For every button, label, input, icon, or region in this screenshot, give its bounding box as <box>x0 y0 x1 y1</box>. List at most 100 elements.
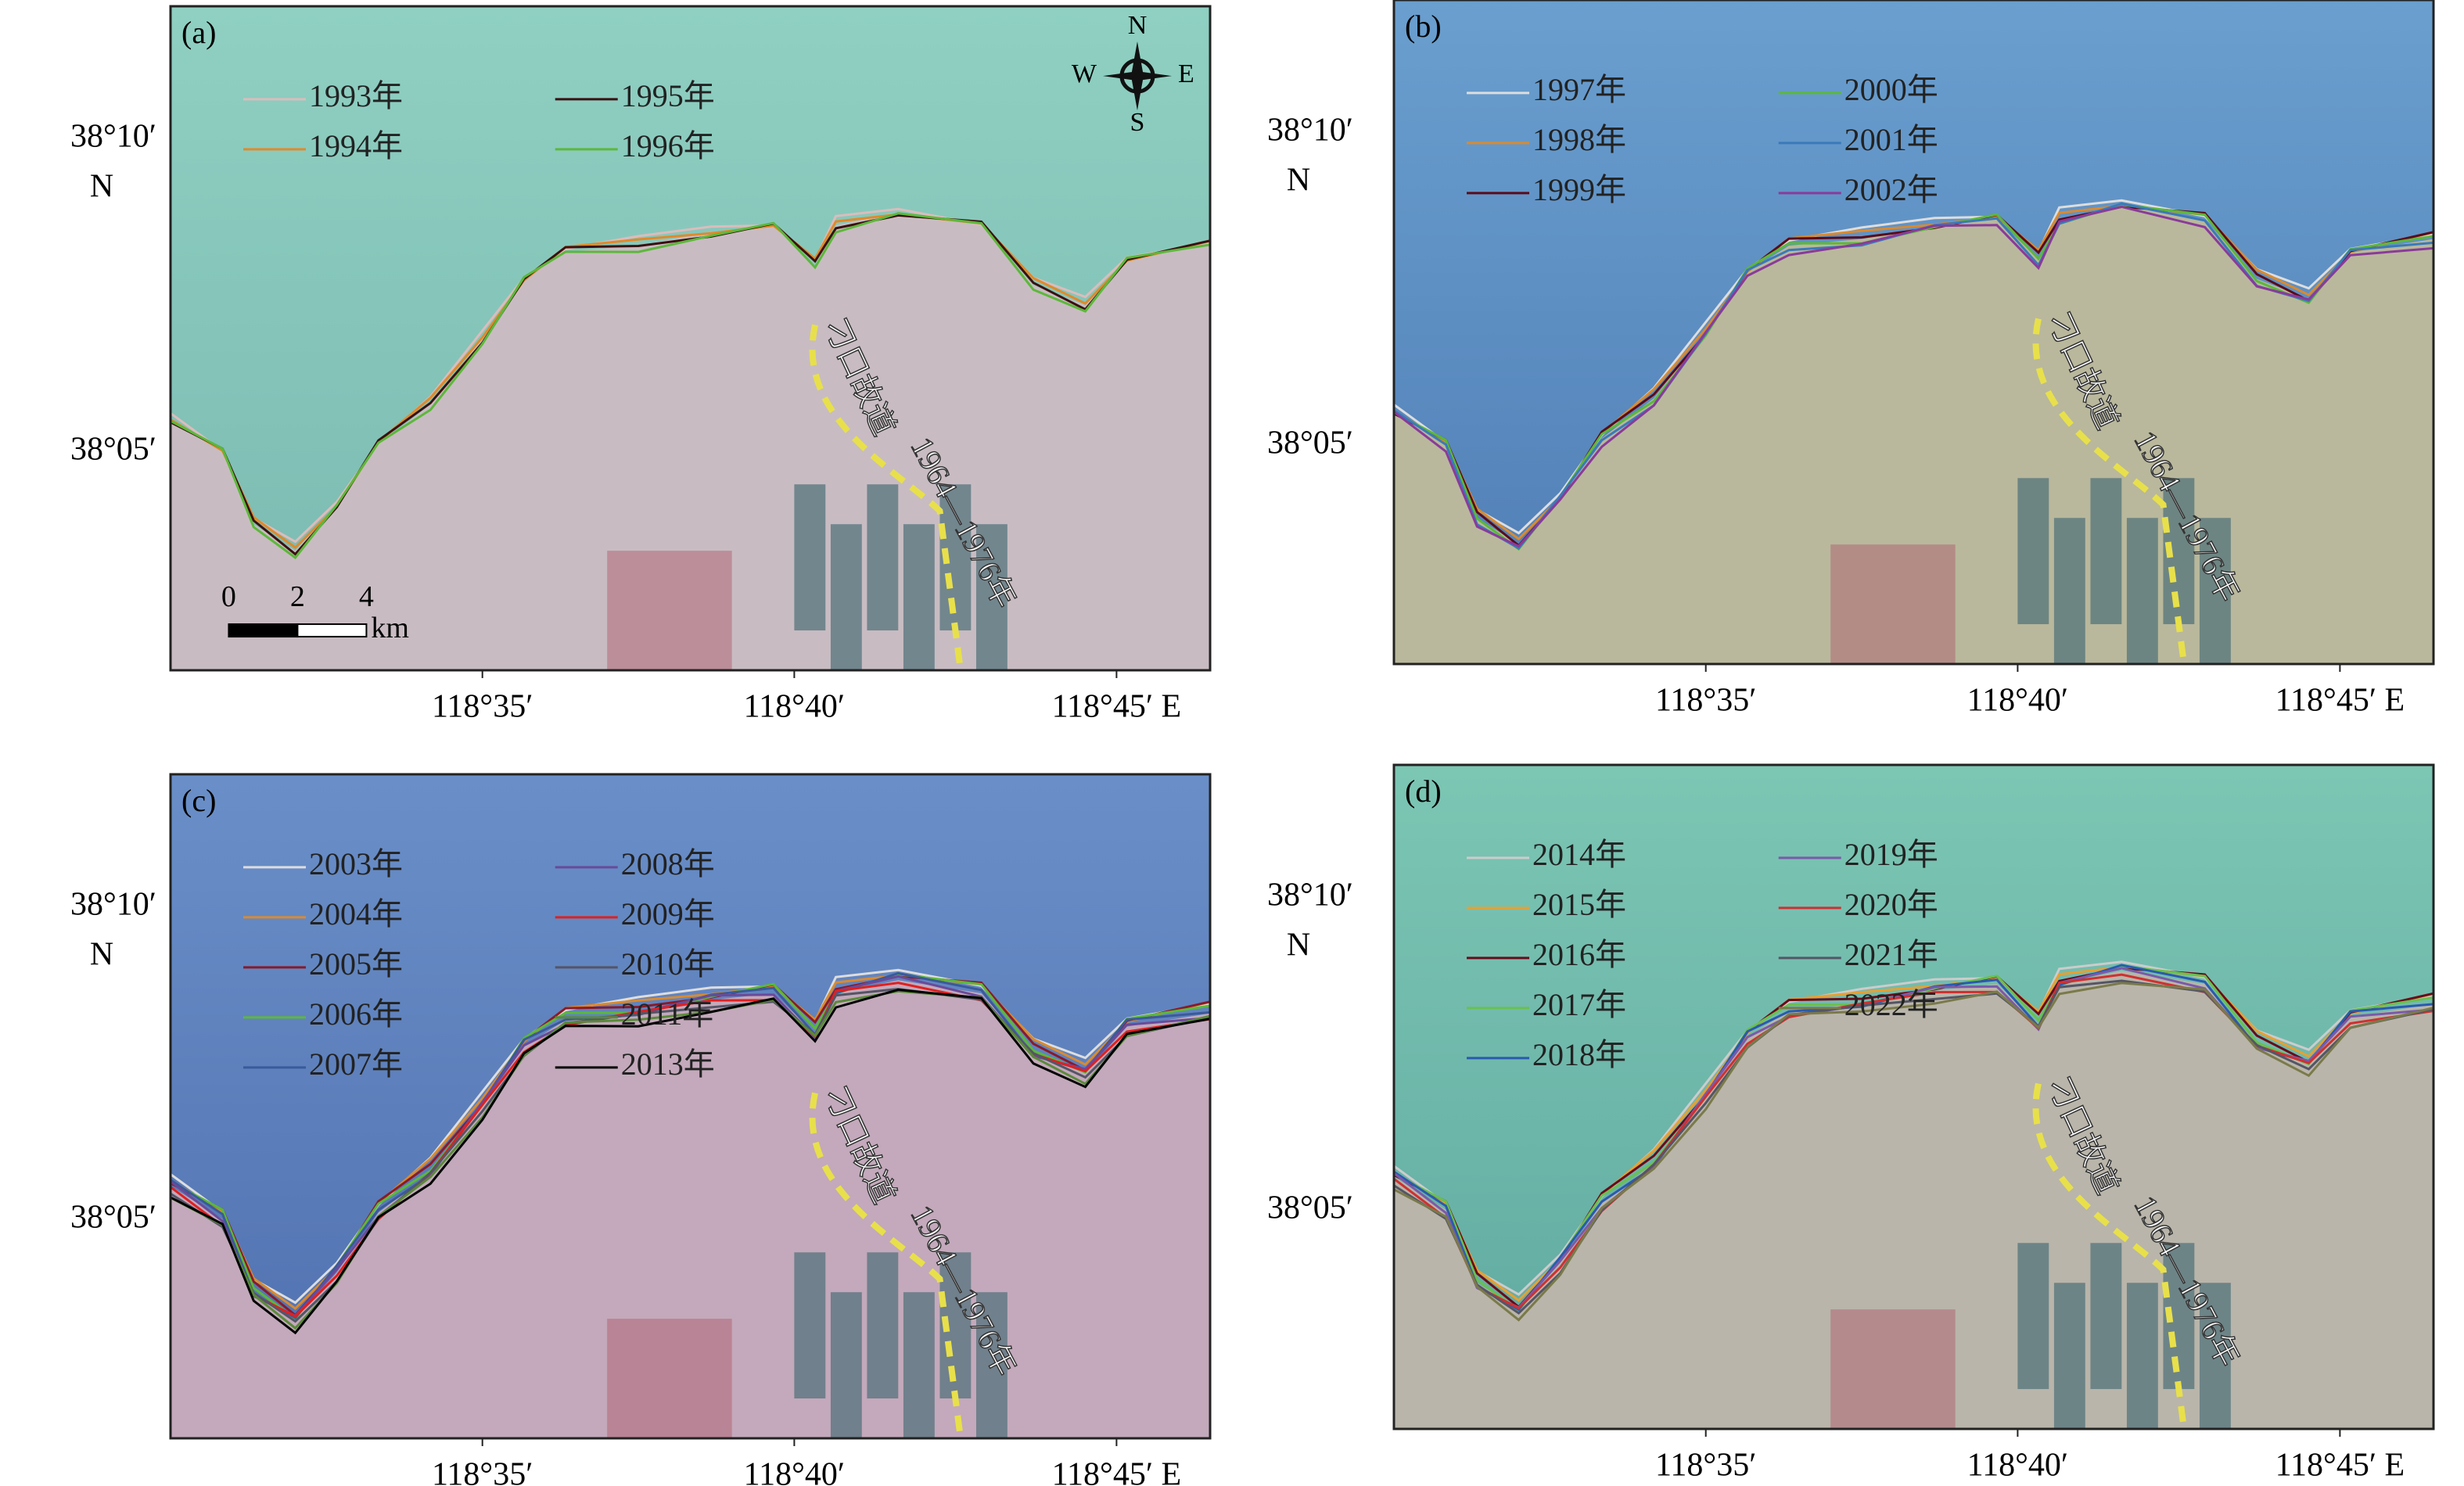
legend-label: 2006年 <box>309 996 403 1032</box>
shoreline <box>1394 966 2433 1302</box>
scale-tick-label: 4 <box>359 580 374 613</box>
panel-label: (b) <box>1405 9 1442 44</box>
longitude-label: 118°45′ E <box>2275 683 2405 719</box>
pond <box>2199 1283 2231 1429</box>
panel-frame <box>169 5 1212 672</box>
longitude-label: 118°45′ E <box>1052 689 1182 725</box>
legend-label: 2016年 <box>1532 937 1626 972</box>
scale-tick-label: 0 <box>221 580 236 613</box>
latitude-label: 38°05′ <box>1267 425 1353 461</box>
legend-label: 2007年 <box>309 1046 403 1082</box>
farmland <box>607 551 732 670</box>
farmland <box>607 1319 732 1438</box>
pond <box>794 1252 826 1399</box>
map-panel: (a)1993年1994年1995年1996年刁口故道1964—1976年38°… <box>70 5 1212 725</box>
pond <box>2126 518 2158 664</box>
panel-label: (c) <box>181 783 216 818</box>
pond <box>830 1292 862 1438</box>
map-panel: (c) 2003年 2004年 2005年 2006年 2007年 2008年 2009年 20… <box>70 773 1212 1486</box>
legend-label: 1998年 <box>1532 122 1626 157</box>
shoreline <box>1394 205 2433 548</box>
longitude-label: 118°35′ <box>432 1457 533 1486</box>
scale-tick-label: 2 <box>290 580 305 613</box>
longitude-label: 118°35′ <box>432 689 533 725</box>
pond <box>2090 1243 2122 1390</box>
legend-label: 2017年 <box>1532 987 1626 1022</box>
legend-label: 1997年 <box>1532 72 1626 107</box>
pond <box>2126 1283 2158 1429</box>
legend-label: 1999年 <box>1532 172 1626 207</box>
latitude-label: 38°10′ <box>70 887 156 923</box>
legend-label: 2011年 <box>621 996 714 1032</box>
longitude-label: 118°40′ <box>1967 1448 2068 1484</box>
pond <box>903 1292 935 1438</box>
legend-label: 2001年 <box>1844 122 1938 157</box>
longitude-label: 118°35′ <box>1655 1448 1756 1484</box>
legend-label: 2015年 <box>1532 887 1626 922</box>
pond <box>2053 518 2085 664</box>
longitude-label: 118°40′ <box>1967 683 2068 719</box>
legend-label: 2010年 <box>621 946 715 982</box>
compass-label: E <box>1178 59 1194 88</box>
shoreline <box>171 213 1210 550</box>
legend-label: 2021年 <box>1844 937 1938 972</box>
map-panel: (b)1997年1998年1999年2000年2001年2002年刁口故道196… <box>1267 0 2435 719</box>
legend-label: 1994年 <box>309 128 403 163</box>
map-image <box>171 6 1210 670</box>
old-channel <box>809 1092 964 1438</box>
old-channel <box>2032 1082 2188 1429</box>
legend-label: 2003年 <box>309 846 403 881</box>
longitude-label: 118°35′ <box>1655 683 1756 719</box>
panel-frame <box>169 773 1212 1440</box>
shoreline <box>171 988 1210 1335</box>
longitude-label: 118°45′ E <box>2275 1448 2405 1484</box>
legend-label: 2009年 <box>621 896 715 931</box>
panel-frame <box>1392 0 2435 666</box>
pond <box>2090 478 2122 625</box>
farmland <box>1830 544 1956 664</box>
latitude-label: 38°05′ <box>1267 1190 1353 1226</box>
legend-label: 2004年 <box>309 896 403 931</box>
longitude-label: 118°40′ <box>744 1457 845 1486</box>
legend-label: 2014年 <box>1532 837 1626 872</box>
legend-label: 2002年 <box>1844 172 1938 207</box>
longitude-label: 118°40′ <box>744 689 845 725</box>
old-channel <box>809 324 964 670</box>
hemisphere-label: N <box>90 169 113 205</box>
legend-label: 2013年 <box>621 1046 715 1082</box>
legend-label: 2000年 <box>1844 72 1938 107</box>
pond <box>903 524 935 670</box>
legend-label: 2008年 <box>621 846 715 881</box>
legend-label: 2019年 <box>1844 837 1938 872</box>
latitude-label: 38°05′ <box>70 432 156 468</box>
panel-label: (d) <box>1405 774 1442 809</box>
legend-label: 2020年 <box>1844 887 1938 922</box>
pond <box>975 1292 1008 1438</box>
longitude-label: 118°45′ E <box>1052 1457 1182 1486</box>
map-image <box>1394 0 2433 664</box>
legend-label: 2022年 <box>1844 987 1938 1022</box>
compass-label: S <box>1130 108 1145 137</box>
shoreline <box>171 974 1210 1311</box>
scale-unit: km <box>371 612 409 644</box>
compass-label: N <box>1128 11 1148 40</box>
pond <box>2017 1243 2049 1390</box>
compass-label: W <box>1072 59 1097 88</box>
pond <box>867 484 899 631</box>
panel-frame <box>1392 763 2435 1430</box>
latitude-label: 38°10′ <box>1267 113 1353 149</box>
hemisphere-label: N <box>1287 163 1310 199</box>
legend-label: 1996年 <box>621 128 715 163</box>
old-channel <box>2032 318 2188 664</box>
legend-label: 2005年 <box>309 946 403 982</box>
farmland <box>1830 1309 1956 1429</box>
legend-label: 2018年 <box>1532 1037 1626 1072</box>
latitude-label: 38°10′ <box>1267 878 1353 913</box>
hemisphere-label: N <box>1287 928 1310 964</box>
legend-label: 1993年 <box>309 78 403 113</box>
shoreline <box>171 989 1210 1330</box>
shoreline <box>1394 982 2433 1322</box>
shoreline <box>1394 204 2433 541</box>
pond <box>2053 1283 2085 1429</box>
